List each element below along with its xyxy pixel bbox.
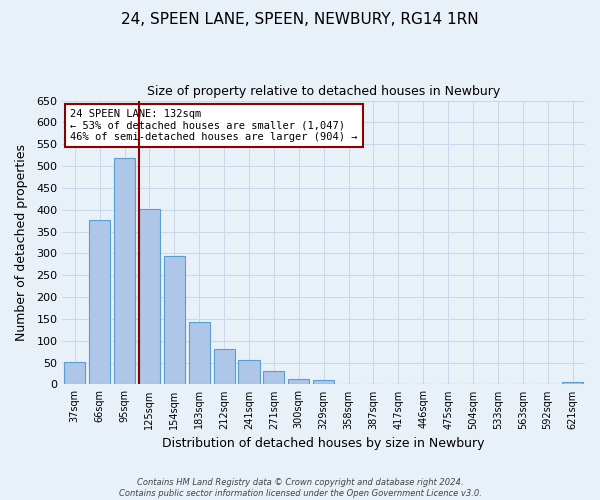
Bar bbox=[214, 348, 235, 384]
Bar bbox=[139, 209, 160, 384]
Bar bbox=[313, 380, 334, 384]
Bar bbox=[288, 379, 310, 384]
Text: 24 SPEEN LANE: 132sqm
← 53% of detached houses are smaller (1,047)
46% of semi-d: 24 SPEEN LANE: 132sqm ← 53% of detached … bbox=[70, 109, 358, 142]
Title: Size of property relative to detached houses in Newbury: Size of property relative to detached ho… bbox=[147, 85, 500, 98]
Bar bbox=[562, 382, 583, 384]
Bar bbox=[89, 220, 110, 384]
Text: 24, SPEEN LANE, SPEEN, NEWBURY, RG14 1RN: 24, SPEEN LANE, SPEEN, NEWBURY, RG14 1RN bbox=[121, 12, 479, 28]
Bar bbox=[164, 256, 185, 384]
Text: Contains HM Land Registry data © Crown copyright and database right 2024.
Contai: Contains HM Land Registry data © Crown c… bbox=[119, 478, 481, 498]
Bar bbox=[188, 322, 210, 384]
Bar bbox=[64, 362, 85, 384]
Bar bbox=[114, 158, 135, 384]
Y-axis label: Number of detached properties: Number of detached properties bbox=[15, 144, 28, 341]
Bar bbox=[238, 360, 260, 384]
X-axis label: Distribution of detached houses by size in Newbury: Distribution of detached houses by size … bbox=[163, 437, 485, 450]
Bar bbox=[263, 372, 284, 384]
